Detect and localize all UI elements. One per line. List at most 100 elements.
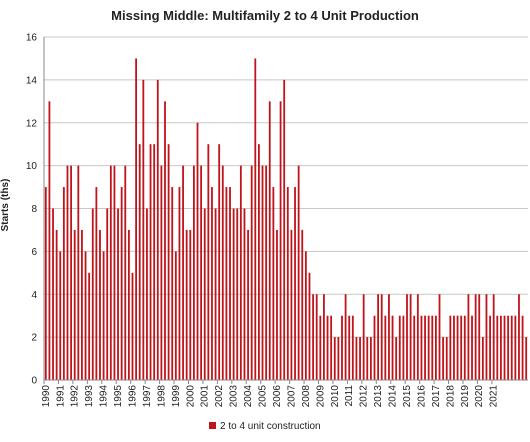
bar xyxy=(424,315,426,380)
bar xyxy=(416,294,419,380)
bar xyxy=(146,208,148,380)
bar xyxy=(279,101,282,380)
bar xyxy=(81,229,83,380)
bar xyxy=(276,229,278,380)
x-tick-label: 2006 xyxy=(272,385,283,408)
bar xyxy=(380,294,383,380)
bar xyxy=(344,294,347,380)
bar xyxy=(330,315,333,380)
bar xyxy=(250,165,253,380)
bar xyxy=(438,294,441,380)
x-tick-label: 2019 xyxy=(460,385,471,408)
bar xyxy=(326,315,329,380)
bar xyxy=(214,208,217,380)
bar xyxy=(456,315,459,380)
bar xyxy=(66,165,69,380)
gridlines xyxy=(44,36,528,381)
bar xyxy=(218,144,221,380)
x-tick-label: 2016 xyxy=(416,385,427,408)
bar xyxy=(221,165,224,380)
bar xyxy=(514,315,517,380)
bar xyxy=(323,294,325,380)
bar xyxy=(312,294,314,380)
x-tick-label: 1992 xyxy=(70,385,81,408)
bar xyxy=(229,187,231,380)
bar xyxy=(460,315,463,380)
bar xyxy=(225,187,228,380)
bar xyxy=(377,294,380,380)
x-tick-label: 2001 xyxy=(200,385,211,408)
bar xyxy=(489,315,491,380)
bar xyxy=(174,251,177,380)
bar xyxy=(84,251,87,380)
bar xyxy=(301,229,304,380)
bar xyxy=(521,315,524,380)
bar xyxy=(185,229,188,380)
bar xyxy=(319,315,322,380)
bar xyxy=(413,315,416,380)
bar xyxy=(463,315,466,380)
y-tick-label: 0 xyxy=(31,376,37,387)
bar xyxy=(481,337,484,380)
bar xyxy=(315,294,318,380)
bar xyxy=(286,187,289,380)
bar xyxy=(391,315,394,380)
y-tick-label: 12 xyxy=(26,118,38,129)
bar xyxy=(182,165,184,380)
bar xyxy=(232,208,235,380)
x-tick-label: 1996 xyxy=(127,385,138,408)
x-tick-label: 1997 xyxy=(142,385,153,408)
y-tick-label: 14 xyxy=(26,75,38,86)
bar xyxy=(467,294,470,380)
bar xyxy=(156,79,159,380)
y-tick-label: 6 xyxy=(31,247,37,258)
bar xyxy=(442,337,445,380)
bar xyxy=(207,144,210,380)
bar xyxy=(243,208,246,380)
bar xyxy=(106,208,109,380)
x-tick-label: 2020 xyxy=(474,385,485,408)
bar xyxy=(362,294,365,380)
bar xyxy=(333,337,336,380)
x-tick-label: 2000 xyxy=(185,385,196,408)
x-tick-label: 2018 xyxy=(445,385,456,408)
bar xyxy=(247,229,249,380)
bar xyxy=(420,315,423,380)
bar xyxy=(308,272,311,380)
y-tick-label: 4 xyxy=(31,290,37,301)
bar xyxy=(149,144,152,380)
bar xyxy=(496,315,499,380)
bar xyxy=(265,165,268,380)
bar xyxy=(492,294,495,380)
bar xyxy=(91,208,94,380)
bar xyxy=(48,101,51,380)
legend: 2 to 4 unit construction xyxy=(209,421,321,432)
bar xyxy=(351,315,354,380)
bar xyxy=(192,165,195,380)
bar xyxy=(135,58,138,380)
bar xyxy=(525,337,528,380)
x-tick-label: 2017 xyxy=(431,385,442,408)
bar xyxy=(88,272,91,380)
x-tick-label: 2011 xyxy=(344,385,355,407)
bar xyxy=(431,315,434,380)
bar xyxy=(178,187,181,380)
y-tick-label: 16 xyxy=(26,33,38,44)
bar xyxy=(211,187,213,380)
bar xyxy=(261,165,264,380)
bar xyxy=(406,294,408,380)
bar xyxy=(77,165,80,380)
bar xyxy=(388,294,390,380)
chart-title: Missing Middle: Multifamily 2 to 4 Unit … xyxy=(111,8,419,23)
bar xyxy=(434,315,437,380)
y-tick-label: 10 xyxy=(26,161,38,172)
x-tick-label: 2012 xyxy=(359,385,370,408)
bar xyxy=(518,294,520,380)
x-tick-label: 1999 xyxy=(171,385,182,408)
x-tick-label: 2005 xyxy=(258,385,269,408)
bar xyxy=(366,337,369,380)
x-tick-label: 2007 xyxy=(286,385,297,408)
x-tick-label: 2008 xyxy=(301,385,312,408)
bar xyxy=(120,187,123,380)
bar xyxy=(395,337,398,380)
